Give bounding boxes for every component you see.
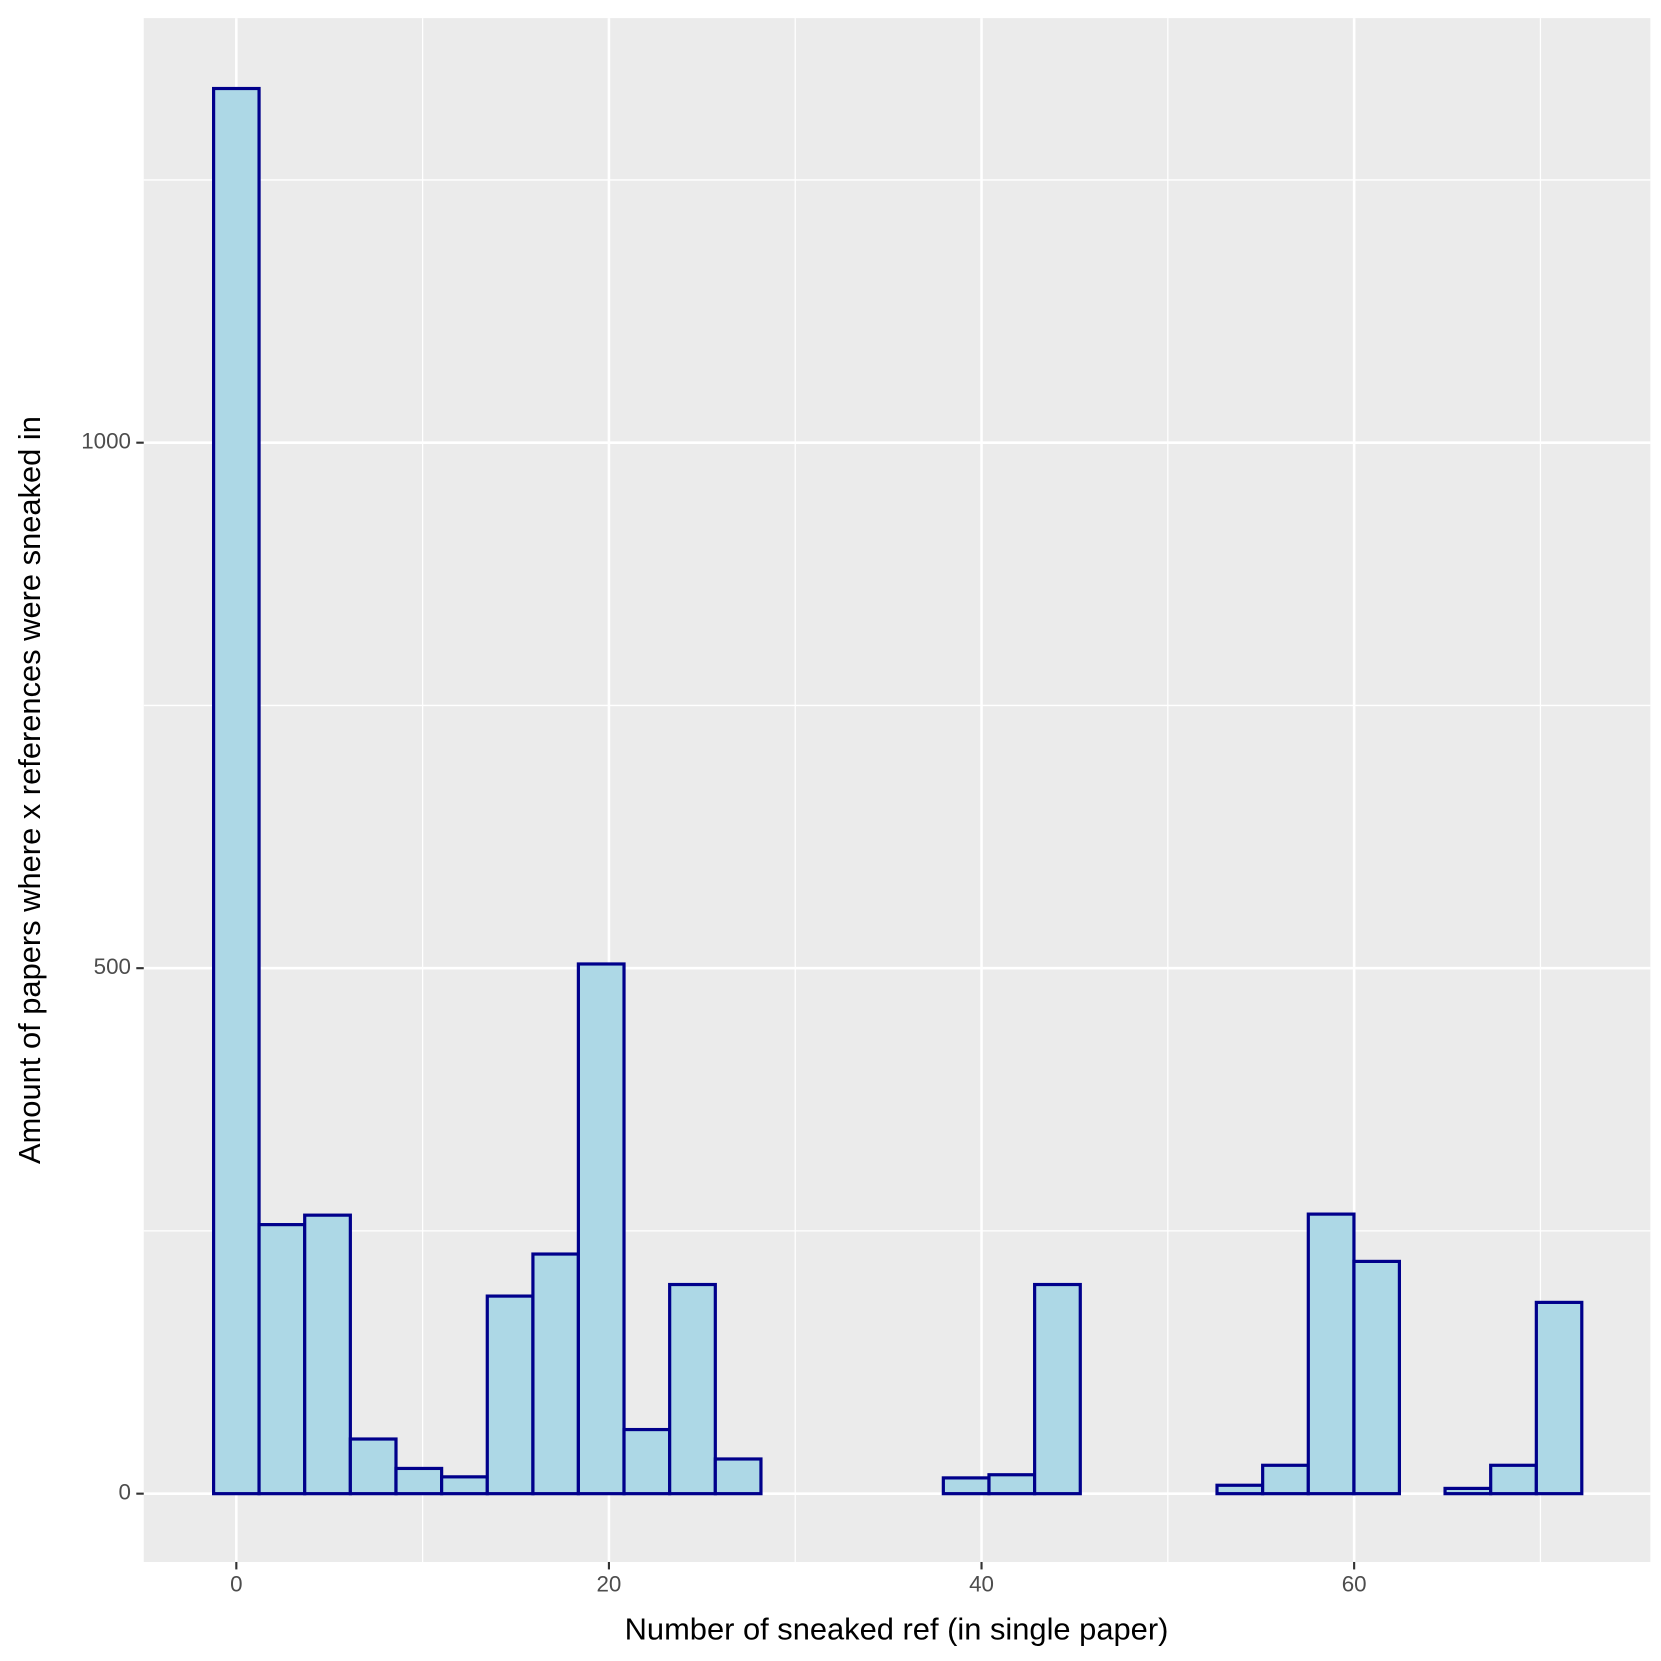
bar: [1489, 1463, 1538, 1496]
bar: [1261, 1463, 1310, 1496]
bar: [1215, 1483, 1265, 1496]
bar: [1033, 1282, 1082, 1496]
y-tick-label: 0: [119, 1480, 131, 1505]
bar: [987, 1473, 1037, 1496]
bar: [1306, 1212, 1356, 1496]
x-tick-label: 0: [230, 1571, 242, 1596]
x-tick-label: 60: [1342, 1571, 1367, 1596]
bar: [257, 1223, 307, 1496]
bar: [440, 1475, 489, 1496]
bar: [212, 86, 261, 1496]
y-tick-label: 500: [94, 954, 131, 979]
bar: [531, 1252, 580, 1496]
bar: [1352, 1259, 1402, 1496]
x-tick-label: 40: [969, 1571, 994, 1596]
bar: [394, 1466, 444, 1496]
bar: [576, 962, 626, 1496]
bar: [668, 1282, 717, 1496]
bar: [713, 1457, 763, 1496]
bar: [485, 1294, 535, 1496]
bar: [1534, 1300, 1584, 1496]
bar: [1443, 1486, 1493, 1496]
x-axis-title: Number of sneaked ref (in single paper): [625, 1611, 1169, 1646]
y-axis-title: Amount of papers where x references were…: [12, 416, 47, 1164]
bar: [303, 1213, 352, 1496]
x-tick-label: 20: [597, 1571, 622, 1596]
bar: [941, 1476, 991, 1496]
bar: [348, 1437, 398, 1496]
y-tick-label: 1000: [81, 429, 131, 454]
bar: [622, 1427, 672, 1496]
panel: [143, 18, 1651, 1562]
